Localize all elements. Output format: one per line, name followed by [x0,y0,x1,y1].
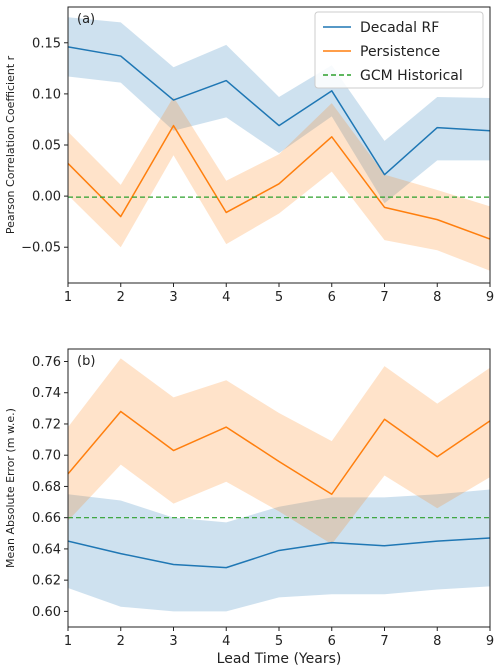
y-tick-label: 0.76 [32,355,61,370]
x-tick-label: 9 [486,634,494,649]
x-tick-label: 8 [433,290,441,305]
y-axis-label: Mean Absolute Error (m w.e.) [4,408,17,568]
y-tick-label: 0.74 [32,386,61,401]
x-axis-label: Lead Time (Years) [217,651,342,667]
legend-box [314,11,484,89]
x-tick-label: 4 [222,290,230,305]
panel-a: 1 2 3 4 5 6 7 8 9 −0.05 0.00 0.05 0.10 0.15 (a) Pearson… [4,6,494,305]
decadal-rf-uncertainty-band [68,17,490,204]
x-tick-label: 3 [169,290,177,305]
plot-area [68,358,490,612]
x-tick-label: 4 [222,634,230,649]
y-tick-label: 0.68 [32,480,61,495]
x-tick-label: 2 [117,290,125,305]
x-tick-label: 1 [64,634,72,649]
x-tick-label: 7 [380,290,388,305]
y-tick-label: 0.00 [32,190,61,205]
persistence-legend-label: Persistence [360,44,440,60]
y-tick-label: −0.05 [21,241,61,256]
x-tick-label: 2 [117,634,125,649]
y-tick-label: 0.70 [32,449,61,464]
decadal-rf-line [68,46,490,176]
panel-b: 1 2 3 4 5 6 7 8 9 0.60 0.62 0.64 0.66 0.68 0.70 0.72 0.7… [4,348,494,667]
persistence-uncertainty-band [68,358,490,545]
persistence-line [68,410,490,495]
y-tick-label: 0.05 [32,139,61,154]
x-tick-label: 8 [433,634,441,649]
x-tick-label: 5 [275,634,283,649]
y-tick-label: 0.10 [32,87,61,102]
y-tick-label: 0.66 [32,511,61,526]
y-tick-label: 0.60 [32,605,61,620]
y-tick-label: 0.15 [32,36,61,51]
x-tick-label: 9 [486,290,494,305]
panel-label: (b) [77,354,95,369]
x-tick-label: 1 [64,290,72,305]
y-tick-label: 0.64 [32,542,61,557]
gcm-historical-legend-label: GCM Historical [360,68,463,84]
x-tick-label: 5 [275,290,283,305]
y-axis-label: Pearson Correlation Coefficient r [4,55,17,234]
legend: Decadal RF Persistence GCM Historical [314,11,484,89]
x-tick-label: 6 [328,290,336,305]
panel-label: (a) [77,12,95,27]
decadal-rf-line [68,537,490,569]
plot-area [68,17,490,271]
decadal-rf-legend-label: Decadal RF [360,20,439,36]
y-tick-label: 0.62 [32,574,61,589]
x-tick-label: 6 [328,634,336,649]
persistence-line [68,124,490,240]
x-tick-label: 7 [380,634,388,649]
y-tick-label: 0.72 [32,417,61,432]
x-tick-label: 3 [169,634,177,649]
